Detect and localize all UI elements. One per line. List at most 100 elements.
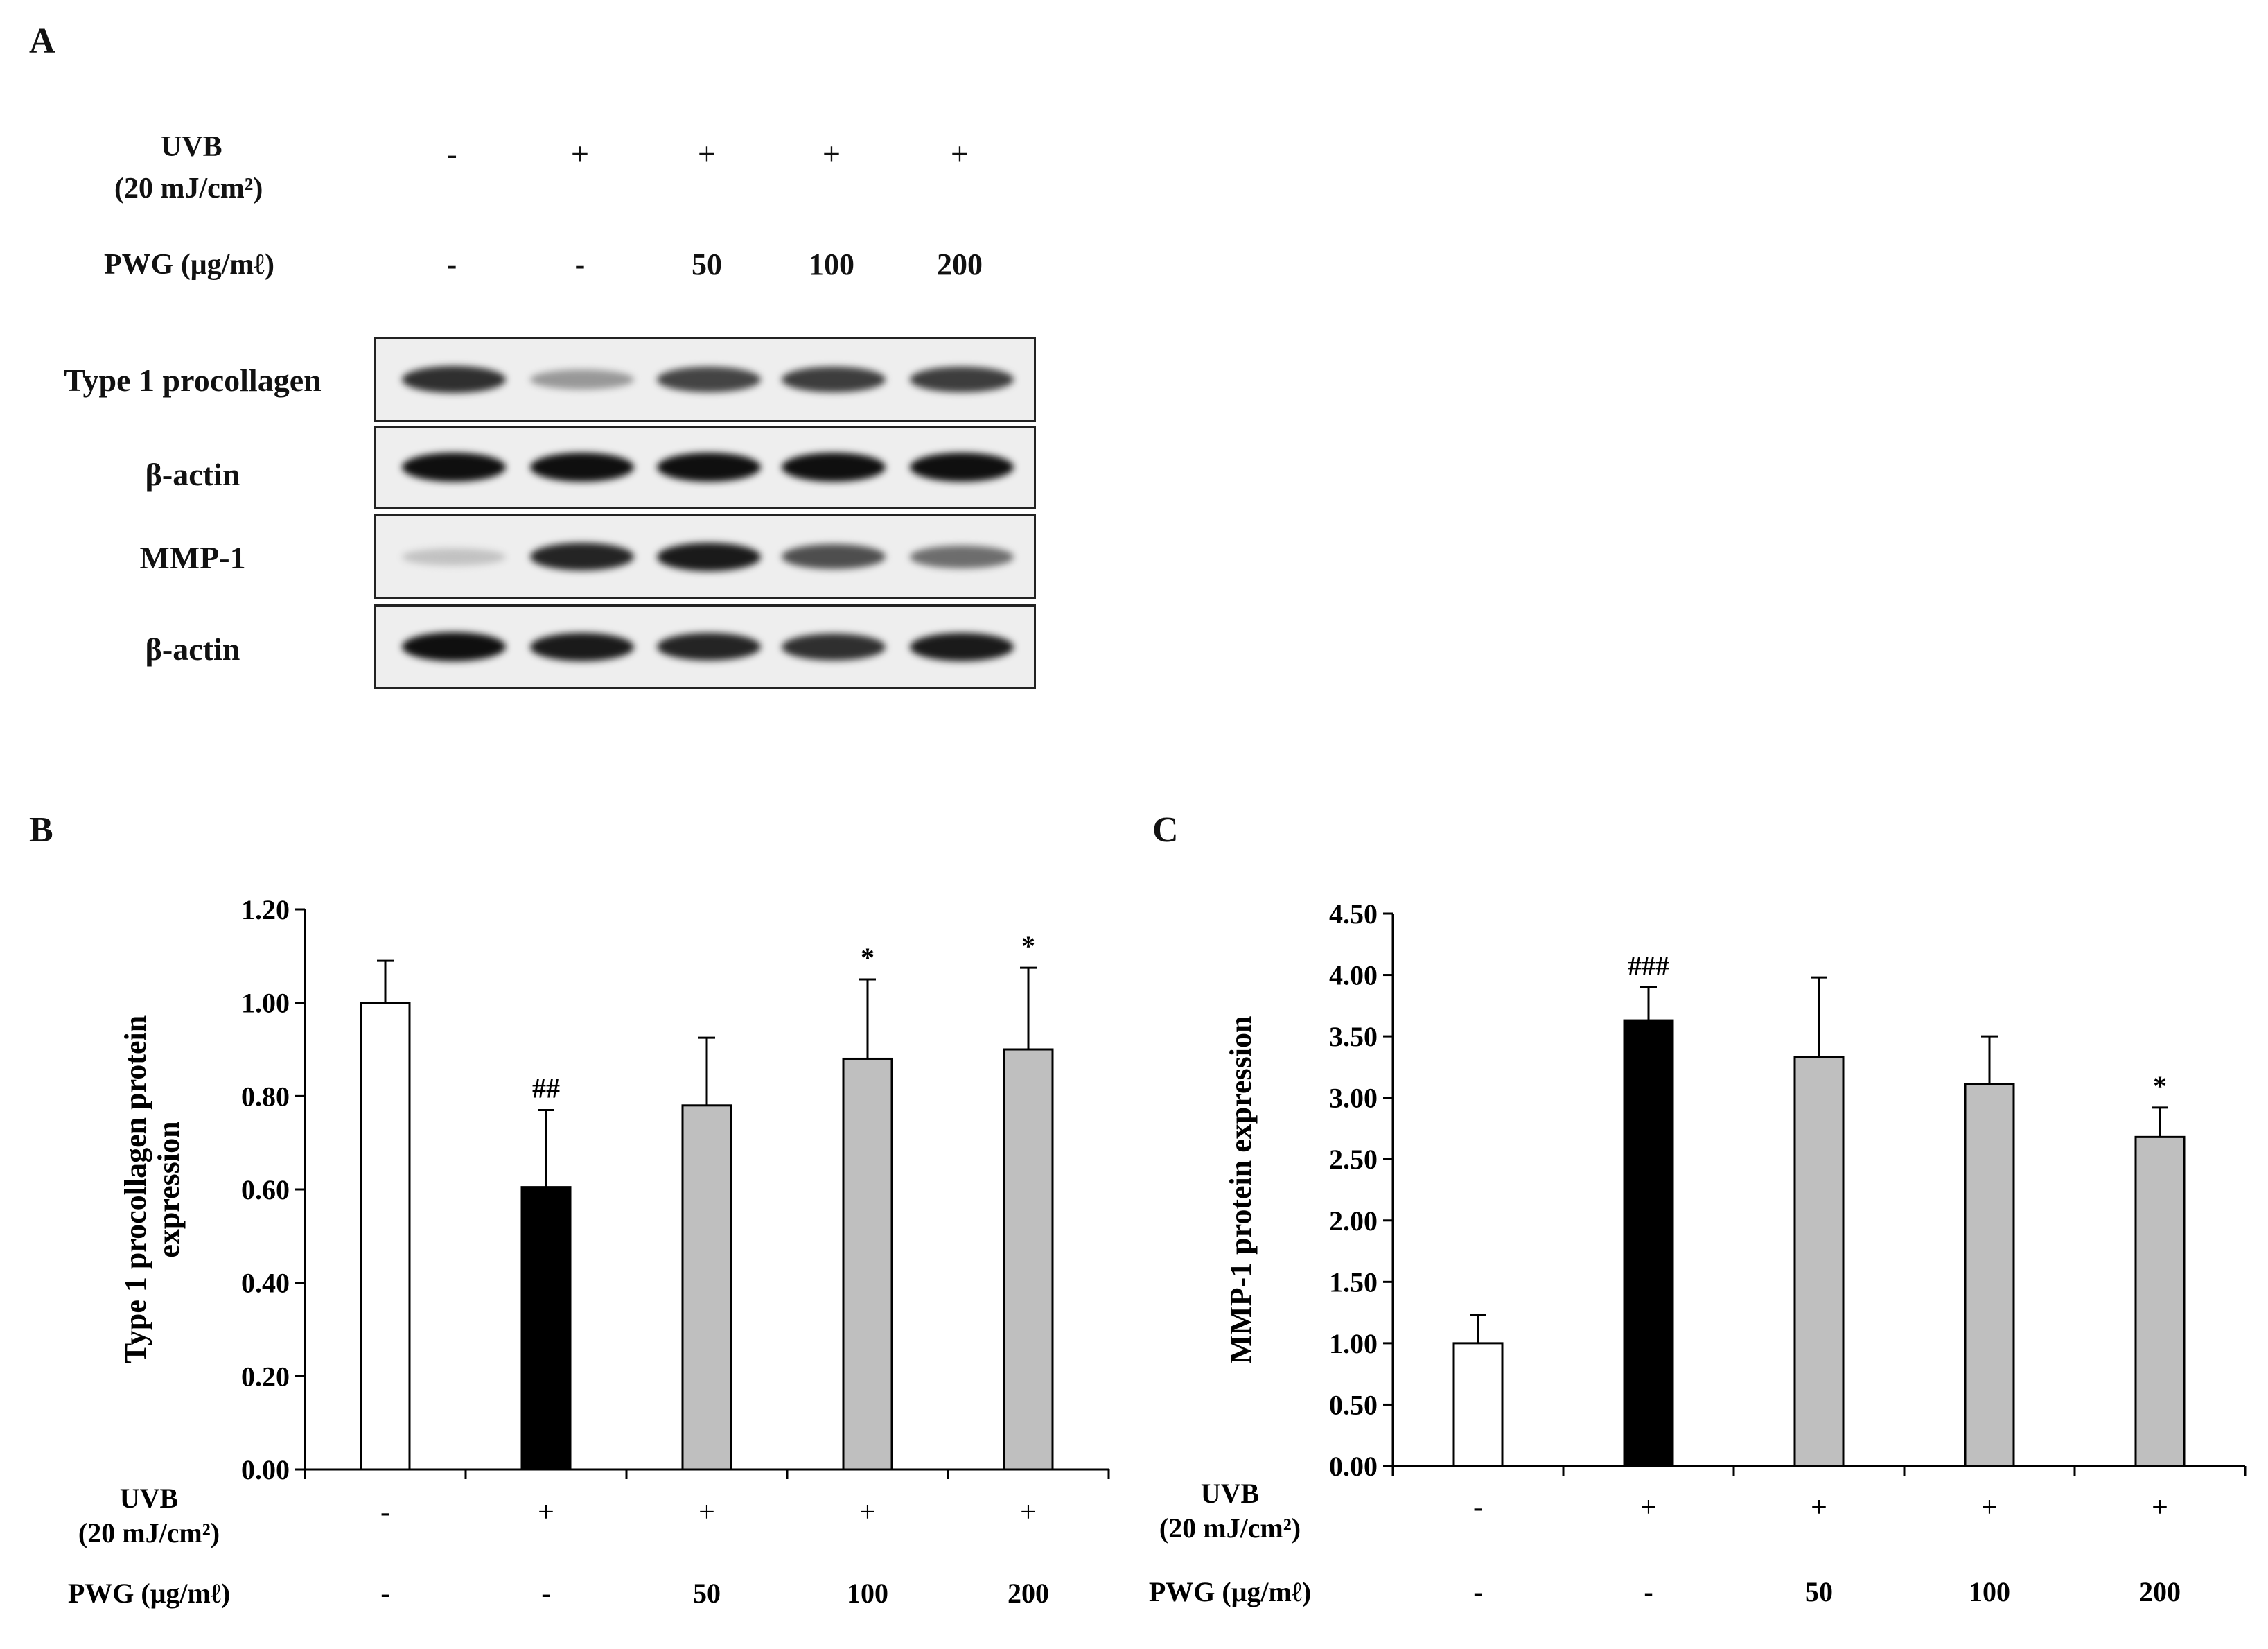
blot-band xyxy=(910,366,1014,393)
uvb-sign: + xyxy=(951,136,969,171)
pwg-value: 200 xyxy=(937,247,983,281)
blot-band xyxy=(782,544,886,569)
y-tick-label: 3.00 xyxy=(1329,1083,1378,1114)
chart-c-mmp1: 0.00 0.50 1.00 1.50 2.00 2.50 3.00 3.50 4.00 4.50… xyxy=(1149,898,2247,1607)
pwg-value: 50 xyxy=(692,247,722,281)
y-tick-label: 4.00 xyxy=(1329,960,1378,991)
pwg-value: 200 xyxy=(1008,1578,1049,1609)
western-blot-actin xyxy=(374,604,1036,689)
bar xyxy=(1452,1342,1504,1467)
uvb-sign: - xyxy=(446,136,457,171)
y-tick-label: 0.00 xyxy=(1329,1451,1378,1482)
blot-label-procollagen: Type 1 procollagen xyxy=(64,363,322,398)
bar xyxy=(842,1057,893,1471)
blot-band xyxy=(782,453,886,482)
blot-band xyxy=(530,543,634,570)
y-tick-label: 1.00 xyxy=(241,988,290,1019)
blot-label-actin: β-actin xyxy=(145,457,240,492)
y-tick-label: 0.40 xyxy=(241,1268,290,1299)
uvb-sign: + xyxy=(823,136,841,171)
uvb-sign: + xyxy=(1811,1492,1827,1524)
pwg-label: PWG (μg/mℓ) xyxy=(68,1578,230,1609)
blot-band xyxy=(910,632,1014,661)
y-tick-label: 1.00 xyxy=(1329,1328,1378,1359)
y-tick-label: 2.50 xyxy=(1329,1144,1378,1175)
uvb-sign: + xyxy=(1640,1492,1657,1524)
pwg-value: 100 xyxy=(809,247,854,281)
blot-label-actin: β-actin xyxy=(145,631,240,667)
western-blot-procollagen xyxy=(374,337,1036,422)
significance-mark: * xyxy=(861,942,874,973)
panel-letter-a: A xyxy=(29,21,55,61)
uvb-label: UVB xyxy=(1201,1478,1259,1509)
uvb-sign: - xyxy=(380,1497,390,1528)
bar xyxy=(1964,1083,2015,1467)
blot-band xyxy=(402,366,506,393)
y-axis-label: expression xyxy=(152,1121,186,1257)
pwg-value: 100 xyxy=(1969,1576,2010,1607)
y-axis-label: Type 1 procollagen protein xyxy=(118,1015,152,1363)
y-tick-label: 0.50 xyxy=(1329,1389,1378,1420)
bar xyxy=(1623,1019,1674,1467)
bar xyxy=(1003,1048,1054,1471)
blot-band xyxy=(402,632,506,661)
pwg-value: 200 xyxy=(2139,1576,2181,1607)
panel-letter-b: B xyxy=(29,810,53,850)
blot-band xyxy=(910,545,1014,568)
uvb-sign: + xyxy=(571,136,589,171)
bar xyxy=(360,1002,411,1471)
uvb-sign: + xyxy=(2152,1492,2168,1524)
blot-band xyxy=(402,453,506,482)
pwg-value: 50 xyxy=(693,1578,721,1609)
uvb-sign: - xyxy=(1473,1492,1483,1524)
uvb-dose-label: (20 mJ/cm²) xyxy=(114,173,263,204)
pwg-value: - xyxy=(1473,1576,1482,1607)
pwg-value: - xyxy=(1644,1576,1653,1607)
significance-mark: * xyxy=(1021,930,1035,961)
pwg-label: PWG (μg/mℓ) xyxy=(1149,1576,1311,1607)
y-tick-label: 0.00 xyxy=(241,1454,290,1485)
significance-mark: * xyxy=(2153,1070,2167,1101)
significance-mark: ### xyxy=(1628,950,1669,981)
western-blot-actin xyxy=(374,426,1036,509)
blot-band xyxy=(530,453,634,482)
pwg-value: - xyxy=(574,247,586,281)
bar xyxy=(1793,1056,1845,1467)
uvb-sign: + xyxy=(698,136,716,171)
bar xyxy=(681,1104,732,1471)
blot-band xyxy=(910,453,1014,482)
blot-band xyxy=(657,453,761,482)
uvb-sign: + xyxy=(1020,1497,1037,1528)
pwg-value: 100 xyxy=(847,1578,888,1609)
uvb-sign: + xyxy=(698,1497,715,1528)
y-tick-label: 0.60 xyxy=(241,1174,290,1205)
blot-band xyxy=(657,542,761,571)
pwg-label: PWG (μg/mℓ) xyxy=(104,249,275,281)
pwg-value: - xyxy=(380,1578,389,1609)
y-tick-label: 1.50 xyxy=(1329,1266,1378,1298)
uvb-dose-label: (20 mJ/cm²) xyxy=(1159,1512,1301,1544)
chart-b-type1-procollagen: 0.00 0.20 0.40 0.60 0.80 1.00 1.20 Type 1 proco… xyxy=(68,894,1110,1609)
blot-band xyxy=(402,548,506,566)
y-tick-label: 1.20 xyxy=(241,894,290,925)
blot-band xyxy=(530,369,634,390)
y-tick-label: 0.20 xyxy=(241,1361,290,1392)
pwg-value: - xyxy=(541,1578,550,1609)
uvb-sign: + xyxy=(538,1497,554,1528)
uvb-sign: + xyxy=(859,1497,876,1528)
y-tick-label: 3.50 xyxy=(1329,1021,1378,1052)
y-axis-label: MMP-1 protein expression xyxy=(1224,1016,1258,1364)
bar xyxy=(2134,1135,2186,1467)
uvb-sign: + xyxy=(1981,1492,1998,1524)
uvb-label: UVB xyxy=(120,1483,178,1514)
uvb-label: UVB xyxy=(161,131,222,163)
pwg-value: - xyxy=(446,247,457,281)
blot-band xyxy=(657,633,761,661)
uvb-dose-label: (20 mJ/cm²) xyxy=(78,1517,220,1548)
western-blot-mmp1 xyxy=(374,514,1036,599)
significance-mark: ## xyxy=(532,1073,560,1104)
y-tick-label: 0.80 xyxy=(241,1081,290,1112)
panel-letter-c: C xyxy=(1152,810,1179,850)
blot-band xyxy=(782,366,886,393)
y-tick-label: 4.50 xyxy=(1329,898,1378,930)
